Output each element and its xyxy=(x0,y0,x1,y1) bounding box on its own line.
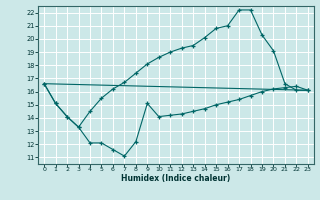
X-axis label: Humidex (Indice chaleur): Humidex (Indice chaleur) xyxy=(121,174,231,183)
